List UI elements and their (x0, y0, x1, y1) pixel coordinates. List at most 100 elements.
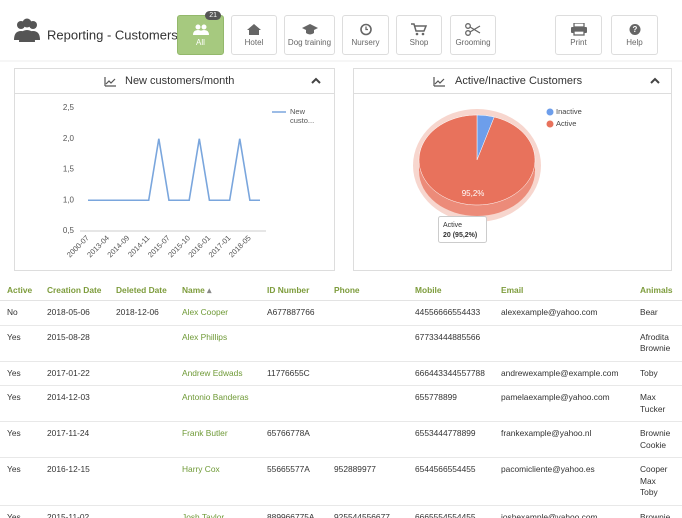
customer-name[interactable]: Josh Taylor (175, 505, 260, 518)
table-cell (260, 385, 327, 422)
table-cell: 952889977 (327, 457, 408, 506)
dashboard: Reporting - Customers New customers/mont… (0, 18, 682, 271)
animal-name: Toby (640, 367, 658, 378)
table-cell: Cooper Max Toby (633, 457, 682, 506)
collapse-button[interactable] (311, 77, 321, 84)
table-cell: alexexample@yahoo.com (494, 300, 633, 326)
column-header[interactable]: Active (0, 280, 40, 301)
column-header[interactable]: Creation Date (40, 280, 109, 301)
table-cell (327, 421, 408, 458)
animal-name: Toby (640, 487, 658, 497)
table-cell (109, 505, 175, 518)
table-cell: andrewexample@example.com (494, 361, 633, 386)
table-cell (109, 457, 175, 506)
column-header[interactable]: ID Number (260, 280, 327, 301)
table-row: Yes 2016-12-15 Harry Cox 55665577A 952889977… (0, 457, 682, 506)
table-cell (109, 361, 175, 386)
animal-name: Brownie (640, 428, 671, 438)
tab-icon (359, 23, 372, 36)
table-cell: 889966775A (260, 505, 327, 518)
column-header[interactable]: Name (175, 280, 260, 301)
column-header[interactable]: Animals (633, 280, 682, 301)
table-cell (109, 325, 175, 362)
column-header[interactable]: Deleted Date (109, 280, 175, 301)
badge: 21 (205, 11, 221, 20)
legend-label: Inactive (556, 107, 582, 116)
table-cell: Yes (0, 505, 40, 518)
tab-icon (247, 24, 261, 35)
column-header[interactable]: Phone (327, 280, 408, 301)
tab-label: Grooming (455, 38, 491, 47)
customer-name[interactable]: Antonio Banderas (175, 385, 260, 422)
logo (14, 18, 40, 42)
tab-label: Print (570, 38, 587, 47)
column-header[interactable]: Email (494, 280, 633, 301)
chart-icon (104, 77, 116, 87)
tab-button[interactable]: Shop (396, 15, 442, 55)
tab-icon (465, 23, 481, 36)
table-cell: Max Tucker (633, 385, 682, 422)
animal-name: Cookie (640, 439, 667, 450)
animal-name: Brownie (640, 511, 671, 518)
animal-name: Max (640, 392, 656, 402)
table-cell: joshexample@yahoo.com (494, 505, 633, 518)
pie-slice (418, 114, 536, 206)
y-tick-label: 0,5 (63, 226, 75, 235)
table-cell: 2017-11-24 (40, 421, 109, 458)
customer-name[interactable]: Alex Phillips (175, 325, 260, 362)
tab-button[interactable]: Hotel (231, 15, 277, 55)
legend-label: New custo... (290, 107, 314, 125)
table-cell: 55665577A (260, 457, 327, 506)
tab-icon (301, 24, 318, 35)
table-cell: pamelaexample@yahoo.com (494, 385, 633, 422)
tab-label: Help (626, 38, 643, 47)
table-cell: Yes (0, 361, 40, 386)
tab-button[interactable]: Nursery (342, 15, 389, 55)
tab-icon (570, 23, 587, 36)
tab-icon: ? (629, 24, 640, 35)
tab-button[interactable]: All 21 (177, 11, 224, 55)
tab-label: Dog training (287, 38, 332, 47)
table-cell: A677887766 (260, 300, 327, 326)
tooltip-title: Active (443, 222, 462, 229)
table-cell: 2018-12-06 (109, 300, 175, 326)
table-row: Yes 2014-12-03 Antonio Banderas 655778899 pa… (0, 385, 682, 422)
customer-name[interactable]: Harry Cox (175, 457, 260, 506)
customer-name[interactable]: Andrew Edwads (175, 361, 260, 386)
table-cell (109, 421, 175, 458)
table-cell (327, 385, 408, 422)
table-cell: 2018-05-06 (40, 300, 109, 326)
tab-label: All (196, 38, 205, 47)
y-tick-label: 1,0 (63, 195, 75, 204)
table-cell: Afrodita Brownie (633, 325, 682, 362)
tab-button[interactable]: Print (555, 15, 602, 55)
column-header[interactable]: Mobile (408, 280, 494, 301)
table-cell (327, 325, 408, 362)
tab-button[interactable]: Grooming (450, 15, 496, 55)
legend-swatch (546, 108, 554, 116)
table-cell: frankexample@yahoo.nl (494, 421, 633, 458)
animal-name: Tucker (640, 403, 666, 414)
customer-name[interactable]: Alex Cooper (175, 300, 260, 326)
tab-button[interactable]: ? Help (611, 15, 658, 55)
table-cell (494, 325, 633, 362)
tab-icon (192, 24, 209, 35)
table-cell: Yes (0, 457, 40, 506)
table-cell: 65766778A (260, 421, 327, 458)
table-cell: Yes (0, 325, 40, 362)
table-cell: 2016-12-15 (40, 457, 109, 506)
table-row: No 2018-05-06 2018-12-06 Alex Cooper A677887… (0, 300, 682, 326)
tab-button[interactable]: Dog training (284, 15, 335, 55)
animal-name: Afrodita (640, 331, 669, 342)
table-cell: 655778899 (408, 385, 494, 422)
table-cell: 44556666554433 (408, 300, 494, 326)
customer-name[interactable]: Frank Butler (175, 421, 260, 458)
animal-name: Max (640, 475, 656, 486)
table-cell: 925544556677 (327, 505, 408, 518)
collapse-button[interactable] (650, 77, 660, 84)
animal-name: Bear (640, 307, 658, 317)
table-cell (327, 300, 408, 326)
table-cell: 2015-11-02 (40, 505, 109, 518)
table-cell: 666443344557788 (408, 361, 494, 386)
